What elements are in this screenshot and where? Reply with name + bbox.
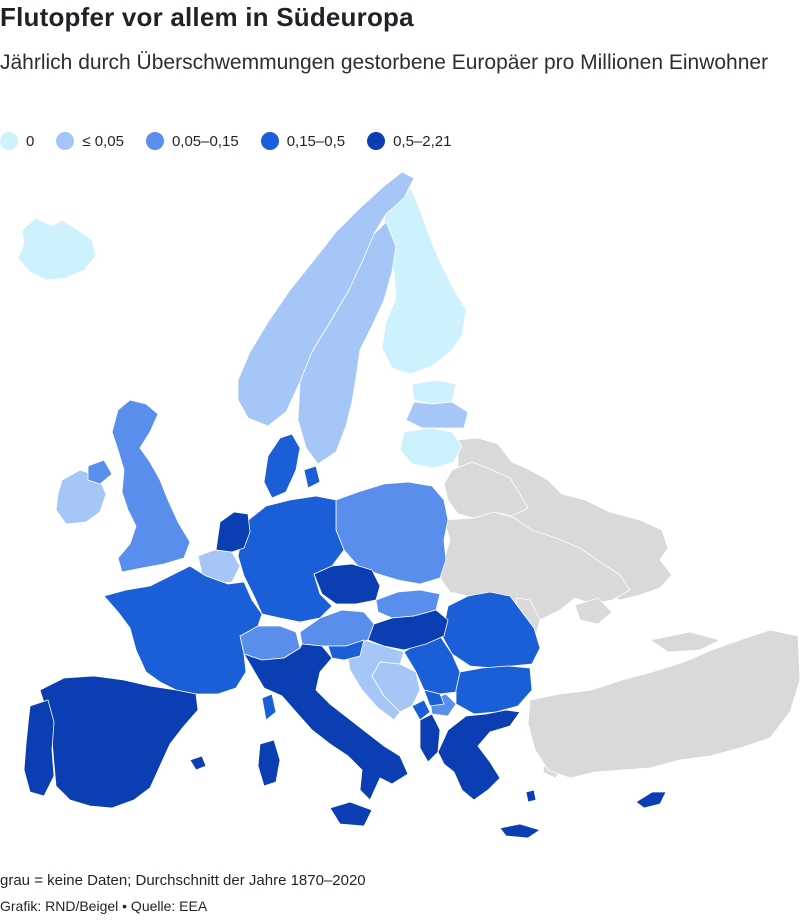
region-hungary <box>367 609 449 651</box>
region-italy <box>243 643 409 827</box>
chart-title: Flutopfer vor allem in Südeuropa <box>0 2 414 32</box>
region-iceland <box>17 217 97 281</box>
legend-swatch-bin-3 <box>260 132 279 150</box>
region-poland <box>335 481 449 585</box>
legend-item: 0 <box>0 132 34 150</box>
region-ukraine <box>439 511 631 635</box>
region-france <box>103 565 277 721</box>
legend-label: 0,15–0,5 <box>286 132 346 150</box>
legend: 0 ≤ 0,05 0,05–0,15 0,15–0,5 0,5–2,21 <box>0 130 473 152</box>
region-denmark <box>263 433 321 499</box>
legend-item: ≤ 0,05 <box>56 132 124 150</box>
region-norway <box>237 171 415 427</box>
region-estonia <box>411 379 457 405</box>
legend-item: 0,15–0,5 <box>260 132 346 150</box>
region-turkey <box>527 629 800 779</box>
region-greece <box>437 709 541 839</box>
region-belarus <box>443 461 529 519</box>
region-sweden <box>297 221 397 465</box>
legend-item: 0,05–0,15 <box>145 132 239 150</box>
legend-label: 0,05–0,15 <box>171 132 239 150</box>
region-montenegro <box>411 699 431 721</box>
legend-swatch-bin-2 <box>145 132 164 150</box>
region-albania <box>419 713 441 763</box>
region-spain <box>39 675 207 809</box>
region-caucasus <box>649 631 721 653</box>
region-netherlands <box>215 511 251 553</box>
region-czechia <box>313 563 381 605</box>
region-united-kingdom <box>87 399 191 573</box>
region-bulgaria <box>455 665 533 715</box>
legend-label: 0,5–2,21 <box>393 132 452 150</box>
source-credit: Grafik: RND/Beigel • Quelle: EEA <box>0 898 208 914</box>
region-finland <box>381 183 467 375</box>
legend-swatch-bin-0 <box>0 132 18 150</box>
europe-map <box>17 171 800 839</box>
region-portugal <box>23 699 55 797</box>
legend-swatch-bin-4 <box>367 132 386 150</box>
chart-subtitle: Jährlich durch Überschwemmungen gestorbe… <box>0 51 769 74</box>
legend-swatch-bin-1 <box>56 132 75 150</box>
region-lithuania <box>399 427 463 469</box>
region-latvia <box>405 401 469 429</box>
region-cyprus <box>635 791 667 809</box>
region-crimea <box>574 597 613 625</box>
legend-label: ≤ 0,05 <box>82 132 124 150</box>
footnote: grau = keine Daten; Durchschnitt der Jah… <box>0 872 366 889</box>
region-kosovo <box>423 689 445 707</box>
legend-item: 0,5–2,21 <box>367 132 451 150</box>
legend-label: 0 <box>26 132 35 150</box>
region-romania <box>441 591 541 669</box>
region-germany <box>237 495 345 623</box>
